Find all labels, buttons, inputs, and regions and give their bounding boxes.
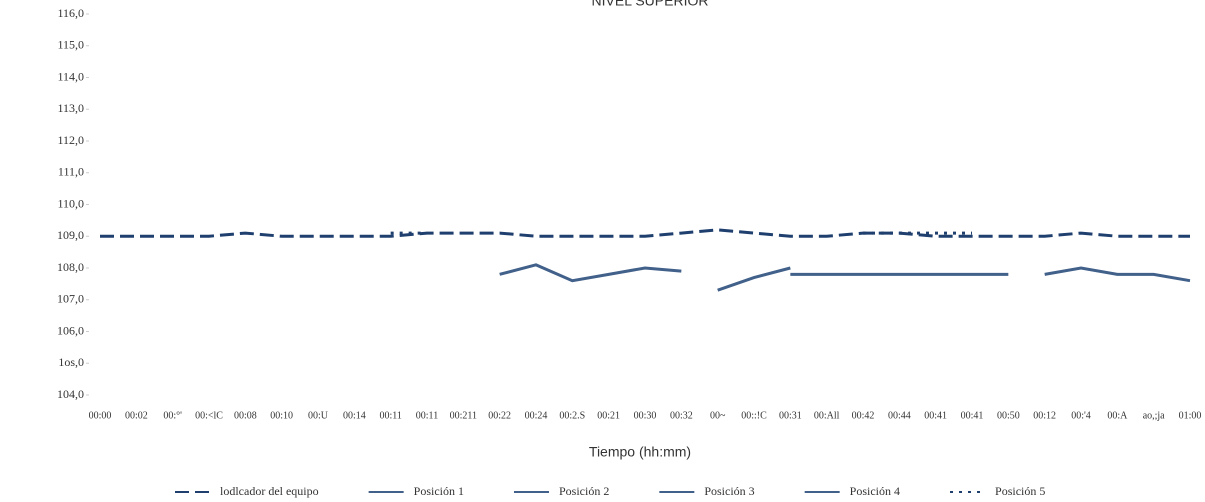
x-tick-label: 00:U [308,410,329,421]
y-tick-label: 110,0 [57,196,84,210]
chart: NIVEL SUPERIOR Tiempo (hh:mm) 104,0 1os,0… [0,0,1205,502]
legend-label: Posición 5 [995,484,1045,498]
x-axis-label: Tiempo (hh:mm) [589,444,691,460]
x-tick-label: 00:11 [416,410,438,421]
y-tick-label: 107,0 [57,292,84,306]
x-tick-label: 00:31 [779,410,802,421]
series-line [718,268,791,290]
legend-label: Posición 2 [559,484,609,498]
x-tick-label: 00:211 [450,410,477,421]
x-tick-label: 00:00 [89,410,112,421]
x-tick-label: 00:24 [525,410,548,421]
x-tick-label: 00:<lC [195,410,223,421]
x-tick-label: 00:30 [634,410,657,421]
x-tick-label: 00:All [814,410,840,421]
y-tick-label: 113,0 [57,101,84,115]
y-tick-label: 108,0 [57,260,84,274]
legend-label: Posición 4 [850,484,900,498]
y-tick-label: 1os,0 [58,355,84,369]
x-tick-label: ao,;ja [1143,410,1165,421]
y-tick-label: 115,0 [57,38,84,52]
x-tick-label: 00:08 [234,410,257,421]
x-tick-label: 00:2.S [559,410,585,421]
series-line [1045,268,1190,281]
x-tick-label: 00:'4 [1071,410,1091,421]
y-tick-label: 112,0 [57,133,84,147]
x-tick-label: 00:32 [670,410,693,421]
legend-label: Posición 1 [414,484,464,498]
x-tick-label: 00:50 [997,410,1020,421]
chart-title: NIVEL SUPERIOR [592,0,709,9]
x-tick-label: 00:02 [125,410,148,421]
y-tick-label: 116,0 [57,6,84,20]
y-tick-label: 104,0 [57,387,84,401]
x-tick-label: 00:41 [961,410,984,421]
x-tick-label: 00~ [710,410,726,421]
x-tick-label: 00:44 [888,410,911,421]
legend-label: lodlcador del equipo [220,484,319,498]
x-tick-label: 00:12 [1033,410,1056,421]
series-line [500,265,682,281]
x-tick-label: 00:10 [270,410,293,421]
x-tick-label: 00:22 [488,410,511,421]
x-tick-label: 00:42 [852,410,875,421]
x-tick-label: 00::!C [741,410,767,421]
x-tick-label: 00:21 [597,410,620,421]
x-tick-label: 00:41 [924,410,947,421]
x-tick-label: 00:°' [163,410,182,421]
x-tick-label: 01:00 [1179,410,1202,421]
y-tick-label: 109,0 [57,228,84,242]
series-line [100,230,1190,236]
y-tick-label: 106,0 [57,323,84,337]
y-tick-label: 114,0 [57,69,84,83]
x-tick-label: 00:14 [343,410,366,421]
x-tick-label: 00:A [1107,410,1128,421]
y-tick-label: 111,0 [58,165,84,179]
x-tick-label: 00:11 [379,410,401,421]
legend-label: Posición 3 [704,484,754,498]
